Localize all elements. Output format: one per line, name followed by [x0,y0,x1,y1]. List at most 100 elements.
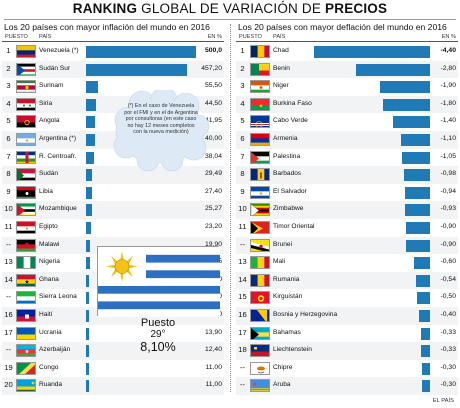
value-label: 11,00 [205,381,222,389]
value-label: -0,50 [440,293,457,301]
rank-label: 20 [4,380,13,390]
value-label: -1,05 [440,152,457,160]
rank-header: PUESTO [239,34,262,40]
value-label: -0,33 [440,346,457,354]
car-flag-icon [16,150,36,164]
data-row: 3 Surinam 55,50 [2,78,224,96]
data-row: 3 Niger -1,90 [236,78,458,96]
data-row: 16 Bosnia y Herzegovina -0,40 [236,307,458,325]
value-label: 40,00 [204,135,222,142]
country-label: Timor Oriental [273,223,315,230]
country-label: Bahamas [273,328,301,336]
value-bar [86,345,89,358]
rank-label: 11 [4,222,13,231]
inflation-panel-title: Los 20 países con mayor inflación del mu… [4,22,210,32]
value-bar [86,310,90,322]
data-row: 7 R. Centroafr. 38,04 [2,149,224,167]
value-label: -0,30 [440,381,457,389]
armenia-flag-icon [250,133,270,146]
country-label: Mozambique [39,205,77,213]
data-row: -- Aruba -0,30 [236,377,458,395]
rank-label: 17 [238,327,247,337]
value-label: 41,95 [204,117,222,125]
uruguay-rank-value: 29° [150,329,166,340]
country-label: Niger [273,82,289,90]
country-label: Egipto [39,223,58,230]
value-bar [404,169,430,182]
libya-flag-icon [16,185,36,199]
country-label: Azerbaiján [39,346,71,354]
country-label: Liechtenstein [273,346,312,354]
value-label: -1,90 [440,82,457,90]
value-bar [86,327,90,340]
value-label: -0,94 [440,187,457,195]
country-label: Libia [39,187,53,195]
title-rule [4,19,456,20]
value-label: -1,10 [440,135,457,142]
country-label: El Salvador [273,187,307,195]
country-label: Surinam [39,82,64,90]
country-label: Brunei [273,240,293,248]
country-label: Ruanda [39,381,63,389]
rank-label: 5 [6,116,11,126]
country-label: Venezuela (*) [39,47,79,54]
liechtenstein-flag-icon [250,344,270,358]
value-bar [356,63,430,76]
data-row: 8 Barbados -0,98 [236,166,458,184]
value-label: -1,40 [440,117,457,125]
rank-label: 13 [4,257,13,267]
value-bar [401,134,430,146]
rank-label: 6 [240,134,245,143]
country-label: Barbados [273,170,302,178]
rank-label: -- [5,292,12,302]
value-label: -1,80 [440,99,457,107]
data-row: 6 Armenia -1,10 [236,131,458,149]
rank-label: -- [5,345,12,355]
value-label: 23,20 [204,223,222,230]
header-rule [236,41,458,42]
country-label: Kirguistán [273,293,303,301]
data-row: 11 Timor Oriental -0,90 [236,219,458,237]
value-label: -0,30 [440,363,457,371]
country-label: Sudán [39,170,59,178]
value-bar [86,380,89,393]
aruba-flag-icon [250,379,270,393]
value-bar [414,257,430,270]
south-sudan-flag-icon [16,62,36,76]
value-label: -0,40 [440,311,457,318]
data-row: 17 Bahamas -0,33 [236,325,458,343]
rank-label: -- [239,239,246,249]
data-row: 14 Rumania -0,54 [236,271,458,290]
argentina-flag-icon [16,133,36,146]
mozambique-flag-icon [16,203,36,217]
benin-flag-icon [250,62,270,76]
footnote-text: (*) En el caso de Venezuela por el FMI y… [124,103,198,136]
value-label: -0,93 [440,205,457,213]
suriname-flag-icon [16,80,36,94]
value-label: -4,40 [440,47,457,54]
rank-header: PUESTO [5,34,28,40]
uruguay-callout: Puesto 29° 8,10% [97,317,219,353]
rank-label: 2 [240,63,245,73]
bahamas-flag-icon [250,326,270,340]
rank-label: 10 [4,204,13,214]
syria-flag-icon [16,97,36,111]
country-label: Malawi [39,240,60,248]
azerbaijan-flag-icon [16,344,36,358]
rank-label: 9 [6,186,11,196]
east-timor-flag-icon [250,221,270,234]
value-label: -0,60 [440,258,457,266]
niger-flag-icon [250,80,270,94]
value-label: 25,27 [204,205,222,213]
brunei-flag-icon [250,238,270,252]
sudan-flag-icon [16,168,36,182]
uruguay-flag [97,246,220,317]
value-bar [86,362,89,375]
country-label: Ghana [39,275,59,283]
country-label: Nigeria [39,258,60,266]
rank-label: 16 [238,310,247,319]
value-bar [402,151,430,164]
rank-label: 6 [6,134,11,143]
country-label: Angola [39,117,60,125]
value-bar [86,46,196,58]
